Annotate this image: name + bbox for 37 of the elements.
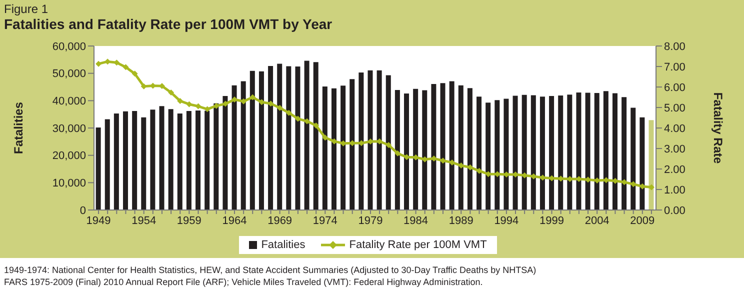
y2-tick-label: 6.00 xyxy=(664,82,686,94)
legend-label: Fatalities xyxy=(260,239,306,251)
y-tick-label: 0 xyxy=(80,204,86,217)
text: 1949-1974: National Center for Health Statistics, HEW, and State Accident Summaries (Adjusted to 30-Day Traffic Deaths by NHTSA) xyxy=(4,264,538,276)
y2-tick-label: 1.00 xyxy=(664,184,686,196)
y-tick-label: 30,000 xyxy=(52,122,86,135)
x-tick-label: 1974 xyxy=(312,214,338,227)
y-tick-label: 50,000 xyxy=(52,68,86,80)
x-tick-label: 1954 xyxy=(132,214,156,227)
y2-axis-title: Fatality Rate xyxy=(710,92,725,164)
y-axis-title: Fatalities xyxy=(11,102,26,154)
x-tick-label: 1949 xyxy=(86,214,111,227)
text: FARS 1975-2009 (Final) 2010 Annual Report File (ARF); Vehicle Miles Traveled (VMT): Federal Highway Administration. xyxy=(4,276,484,288)
x-tick-label: 1969 xyxy=(268,214,292,227)
y-tick-label: 20,000 xyxy=(52,150,86,162)
x-tick-label: 1994 xyxy=(494,214,519,227)
y2-tick-label: 2.00 xyxy=(664,164,686,176)
y2-tick-label: 5.00 xyxy=(664,102,686,114)
y2-tick-label: 3.00 xyxy=(664,143,686,156)
y-tick-label: 40,000 xyxy=(52,96,86,108)
x-tick-label: 1984 xyxy=(404,214,428,227)
y2-tick-label: 4.00 xyxy=(664,122,686,135)
y2-tick-label: 0.00 xyxy=(664,204,686,217)
y2-tick-label: 8.00 xyxy=(664,40,686,53)
chart-subtitle: Figure 1 xyxy=(4,2,48,16)
y2-tick-label: 7.00 xyxy=(664,61,686,74)
legend-label: Fatality Rate per 100M VMT xyxy=(348,239,487,251)
chart-title: Fatalities and Fatality Rate per 100M VMT by Year xyxy=(4,16,332,32)
x-tick-label: 2009 xyxy=(630,214,655,227)
x-tick-label: 1964 xyxy=(222,214,247,227)
x-tick-label: 1959 xyxy=(176,214,202,227)
y-tick-label: 10,000 xyxy=(52,178,86,190)
x-tick-label: 1999 xyxy=(540,214,564,227)
x-tick-label: 1989 xyxy=(448,214,474,227)
x-tick-label: 1979 xyxy=(358,214,383,227)
x-tick-label: 2004 xyxy=(584,214,610,227)
y-tick-label: 60,000 xyxy=(52,40,86,53)
